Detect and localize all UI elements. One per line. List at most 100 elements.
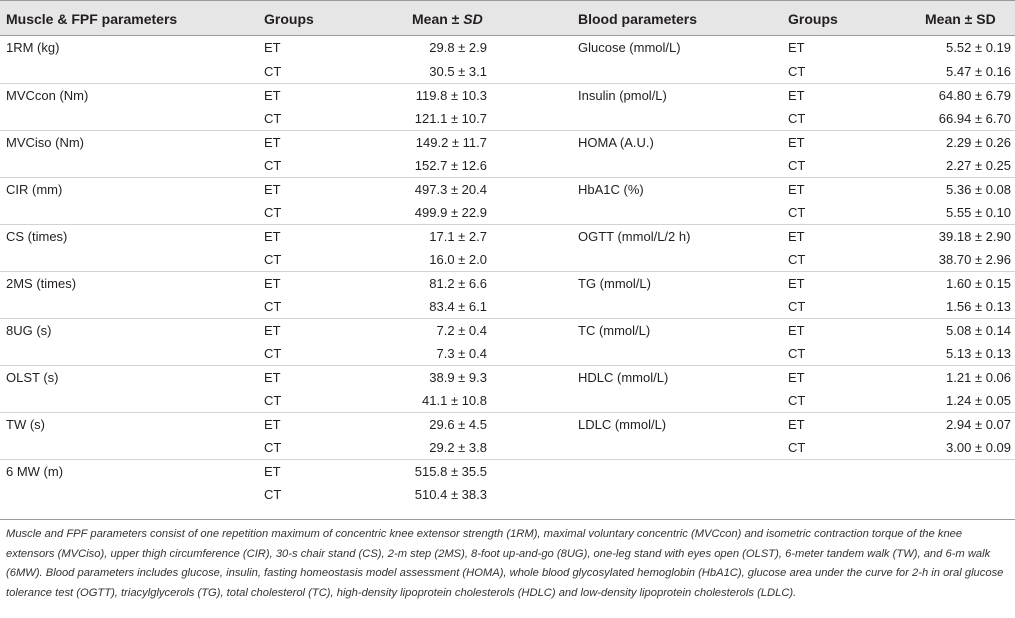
blood-mean-sd-value: 5.52 ± 0.19 [946, 40, 1011, 55]
table-row: CT 16.0 ± 2.0 CT 38.70 ± 2.96 [0, 248, 1015, 272]
table-row: CT 29.2 ± 3.8 CT 3.00 ± 0.09 [0, 436, 1015, 460]
muscle-mean-sd-value: 83.4 ± 6.1 [429, 298, 487, 314]
blood-mean-sd-value: 5.13 ± 0.13 [946, 345, 1011, 361]
muscle-mean-sd-value: 149.2 ± 11.7 [415, 135, 487, 150]
muscle-mean-sd-value: 499.9 ± 22.9 [414, 204, 487, 220]
muscle-group-label: ET [264, 323, 281, 338]
muscle-group-label: ET [264, 417, 281, 432]
muscle-mean-sd-value: 81.2 ± 6.6 [429, 276, 487, 291]
table-header: Muscle & FPF parameters Groups Mean ± SD… [0, 0, 1015, 36]
blood-group-label: ET [788, 135, 805, 150]
muscle-mean-sd-value: 29.8 ± 2.9 [429, 40, 487, 55]
header-blood-params: Blood parameters [578, 11, 698, 27]
muscle-group-label: ET [264, 229, 281, 244]
table-row: CT 41.1 ± 10.8 CT 1.24 ± 0.05 [0, 389, 1015, 413]
muscle-param-name: CIR (mm) [6, 182, 63, 197]
muscle-group-label: CT [264, 439, 282, 455]
table-row: MVCiso (Nm) ET 149.2 ± 11.7 HOMA (A.U.) ET 2.… [0, 130, 1015, 155]
muscle-mean-sd-value: 16.0 ± 2.0 [429, 251, 487, 267]
muscle-group-label: CT [264, 157, 282, 173]
table-footnote: Muscle and FPF parameters consist of one… [6, 528, 1004, 599]
blood-param-name: HbA1C (%) [578, 182, 644, 197]
blood-group-label: CT [788, 298, 806, 314]
muscle-mean-sd-value: 515.8 ± 35.5 [414, 464, 487, 479]
blood-group-label: ET [788, 182, 805, 197]
muscle-param-name: CS (times) [6, 229, 68, 244]
muscle-group-label: ET [264, 88, 281, 103]
blood-group-label: CT [788, 392, 806, 408]
blood-mean-sd-value: 5.47 ± 0.16 [946, 63, 1011, 79]
header-muscle-params: Muscle & FPF parameters [6, 11, 178, 27]
table-row: 6 MW (m) ET 515.8 ± 35.5 [0, 459, 1015, 484]
muscle-group-label: CT [264, 63, 282, 79]
blood-mean-sd-value: 5.55 ± 0.10 [946, 204, 1011, 220]
table-row: MVCcon (Nm) ET 119.8 ± 10.3 Insulin (pmol/L… [0, 83, 1015, 108]
blood-mean-sd-value: 2.94 ± 0.07 [946, 417, 1011, 432]
muscle-group-label: ET [264, 464, 281, 479]
muscle-mean-sd-value: 17.1 ± 2.7 [429, 229, 487, 244]
blood-mean-sd-value: 3.00 ± 0.09 [946, 439, 1011, 455]
blood-group-label: ET [788, 323, 805, 338]
muscle-param-name: 6 MW (m) [6, 464, 64, 479]
header-mean-sd-left: Mean ± SD [412, 11, 483, 27]
blood-mean-sd-value: 2.29 ± 0.26 [946, 135, 1011, 150]
muscle-mean-sd-value: 7.2 ± 0.4 [436, 323, 487, 338]
muscle-group-label: CT [264, 345, 282, 361]
table-row: CT 499.9 ± 22.9 CT 5.55 ± 0.10 [0, 201, 1015, 225]
header-groups-right: Groups [788, 11, 838, 27]
table-row: CS (times) ET 17.1 ± 2.7 OGTT (mmol/L/2 h) E… [0, 224, 1015, 249]
table-bottom-rule [0, 519, 1015, 520]
blood-group-label: ET [788, 40, 805, 55]
muscle-group-label: CT [264, 298, 282, 314]
muscle-group-label: CT [264, 486, 282, 502]
header-groups-left: Groups [264, 11, 314, 27]
blood-group-label: CT [788, 63, 806, 79]
table-row: 2MS (times) ET 81.2 ± 6.6 TG (mmol/L) ET 1.60… [0, 271, 1015, 296]
muscle-mean-sd-value: 29.6 ± 4.5 [429, 417, 487, 432]
muscle-group-label: ET [264, 182, 281, 197]
table-row: CT 30.5 ± 3.1 CT 5.47 ± 0.16 [0, 60, 1015, 84]
muscle-param-name: 2MS (times) [6, 276, 77, 291]
muscle-group-label: ET [264, 370, 281, 385]
blood-param-name: OGTT (mmol/L/2 h) [578, 229, 691, 244]
table-row: CT 510.4 ± 38.3 [0, 483, 1015, 507]
table-row: CT 7.3 ± 0.4 CT 5.13 ± 0.13 [0, 342, 1015, 366]
table-row: CIR (mm) ET 497.3 ± 20.4 HbA1C (%) ET 5.36 ± … [0, 177, 1015, 202]
muscle-mean-sd-value: 41.1 ± 10.8 [422, 392, 487, 408]
header-mean-sd-right: Mean ± SD [925, 11, 996, 27]
blood-group-label: ET [788, 276, 805, 291]
blood-param-name: TC (mmol/L) [578, 323, 651, 338]
blood-mean-sd-value: 64.80 ± 6.79 [938, 88, 1011, 103]
blood-group-label: ET [788, 417, 805, 432]
blood-group-label: ET [788, 370, 805, 385]
blood-group-label: CT [788, 157, 806, 173]
blood-group-label: CT [788, 204, 806, 220]
blood-group-label: CT [788, 251, 806, 267]
table-row: TW (s) ET 29.6 ± 4.5 LDLC (mmol/L) ET 2.94 ± … [0, 412, 1015, 437]
muscle-mean-sd-value: 30.5 ± 3.1 [429, 63, 487, 79]
muscle-param-name: 1RM (kg) [6, 40, 60, 55]
muscle-group-label: CT [264, 251, 282, 267]
muscle-mean-sd-value: 119.8 ± 10.3 [415, 88, 487, 103]
blood-mean-sd-value: 5.36 ± 0.08 [946, 182, 1011, 197]
blood-param-name: TG (mmol/L) [578, 276, 651, 291]
blood-group-label: CT [788, 345, 806, 361]
muscle-mean-sd-value: 121.1 ± 10.7 [414, 110, 487, 126]
muscle-mean-sd-value: 7.3 ± 0.4 [436, 345, 487, 361]
blood-param-name: Glucose (mmol/L) [578, 40, 681, 55]
muscle-group-label: CT [264, 392, 282, 408]
table-row: 1RM (kg) ET 29.8 ± 2.9 Glucose (mmol/L) ET 5.… [0, 36, 1015, 60]
blood-param-name: LDLC (mmol/L) [578, 417, 667, 432]
muscle-group-label: CT [264, 110, 282, 126]
header-sd-left: SD [463, 11, 483, 27]
muscle-mean-sd-value: 29.2 ± 3.8 [429, 439, 487, 455]
muscle-group-label: CT [264, 204, 282, 220]
muscle-group-label: ET [264, 276, 281, 291]
blood-mean-sd-value: 66.94 ± 6.70 [938, 110, 1011, 126]
muscle-mean-sd-value: 510.4 ± 38.3 [414, 486, 487, 502]
muscle-group-label: ET [264, 135, 281, 150]
table-row: OLST (s) ET 38.9 ± 9.3 HDLC (mmol/L) ET 1.21 … [0, 365, 1015, 390]
blood-group-label: CT [788, 439, 806, 455]
muscle-mean-sd-value: 497.3 ± 20.4 [414, 182, 487, 197]
blood-mean-sd-value: 38.70 ± 2.96 [938, 251, 1011, 267]
